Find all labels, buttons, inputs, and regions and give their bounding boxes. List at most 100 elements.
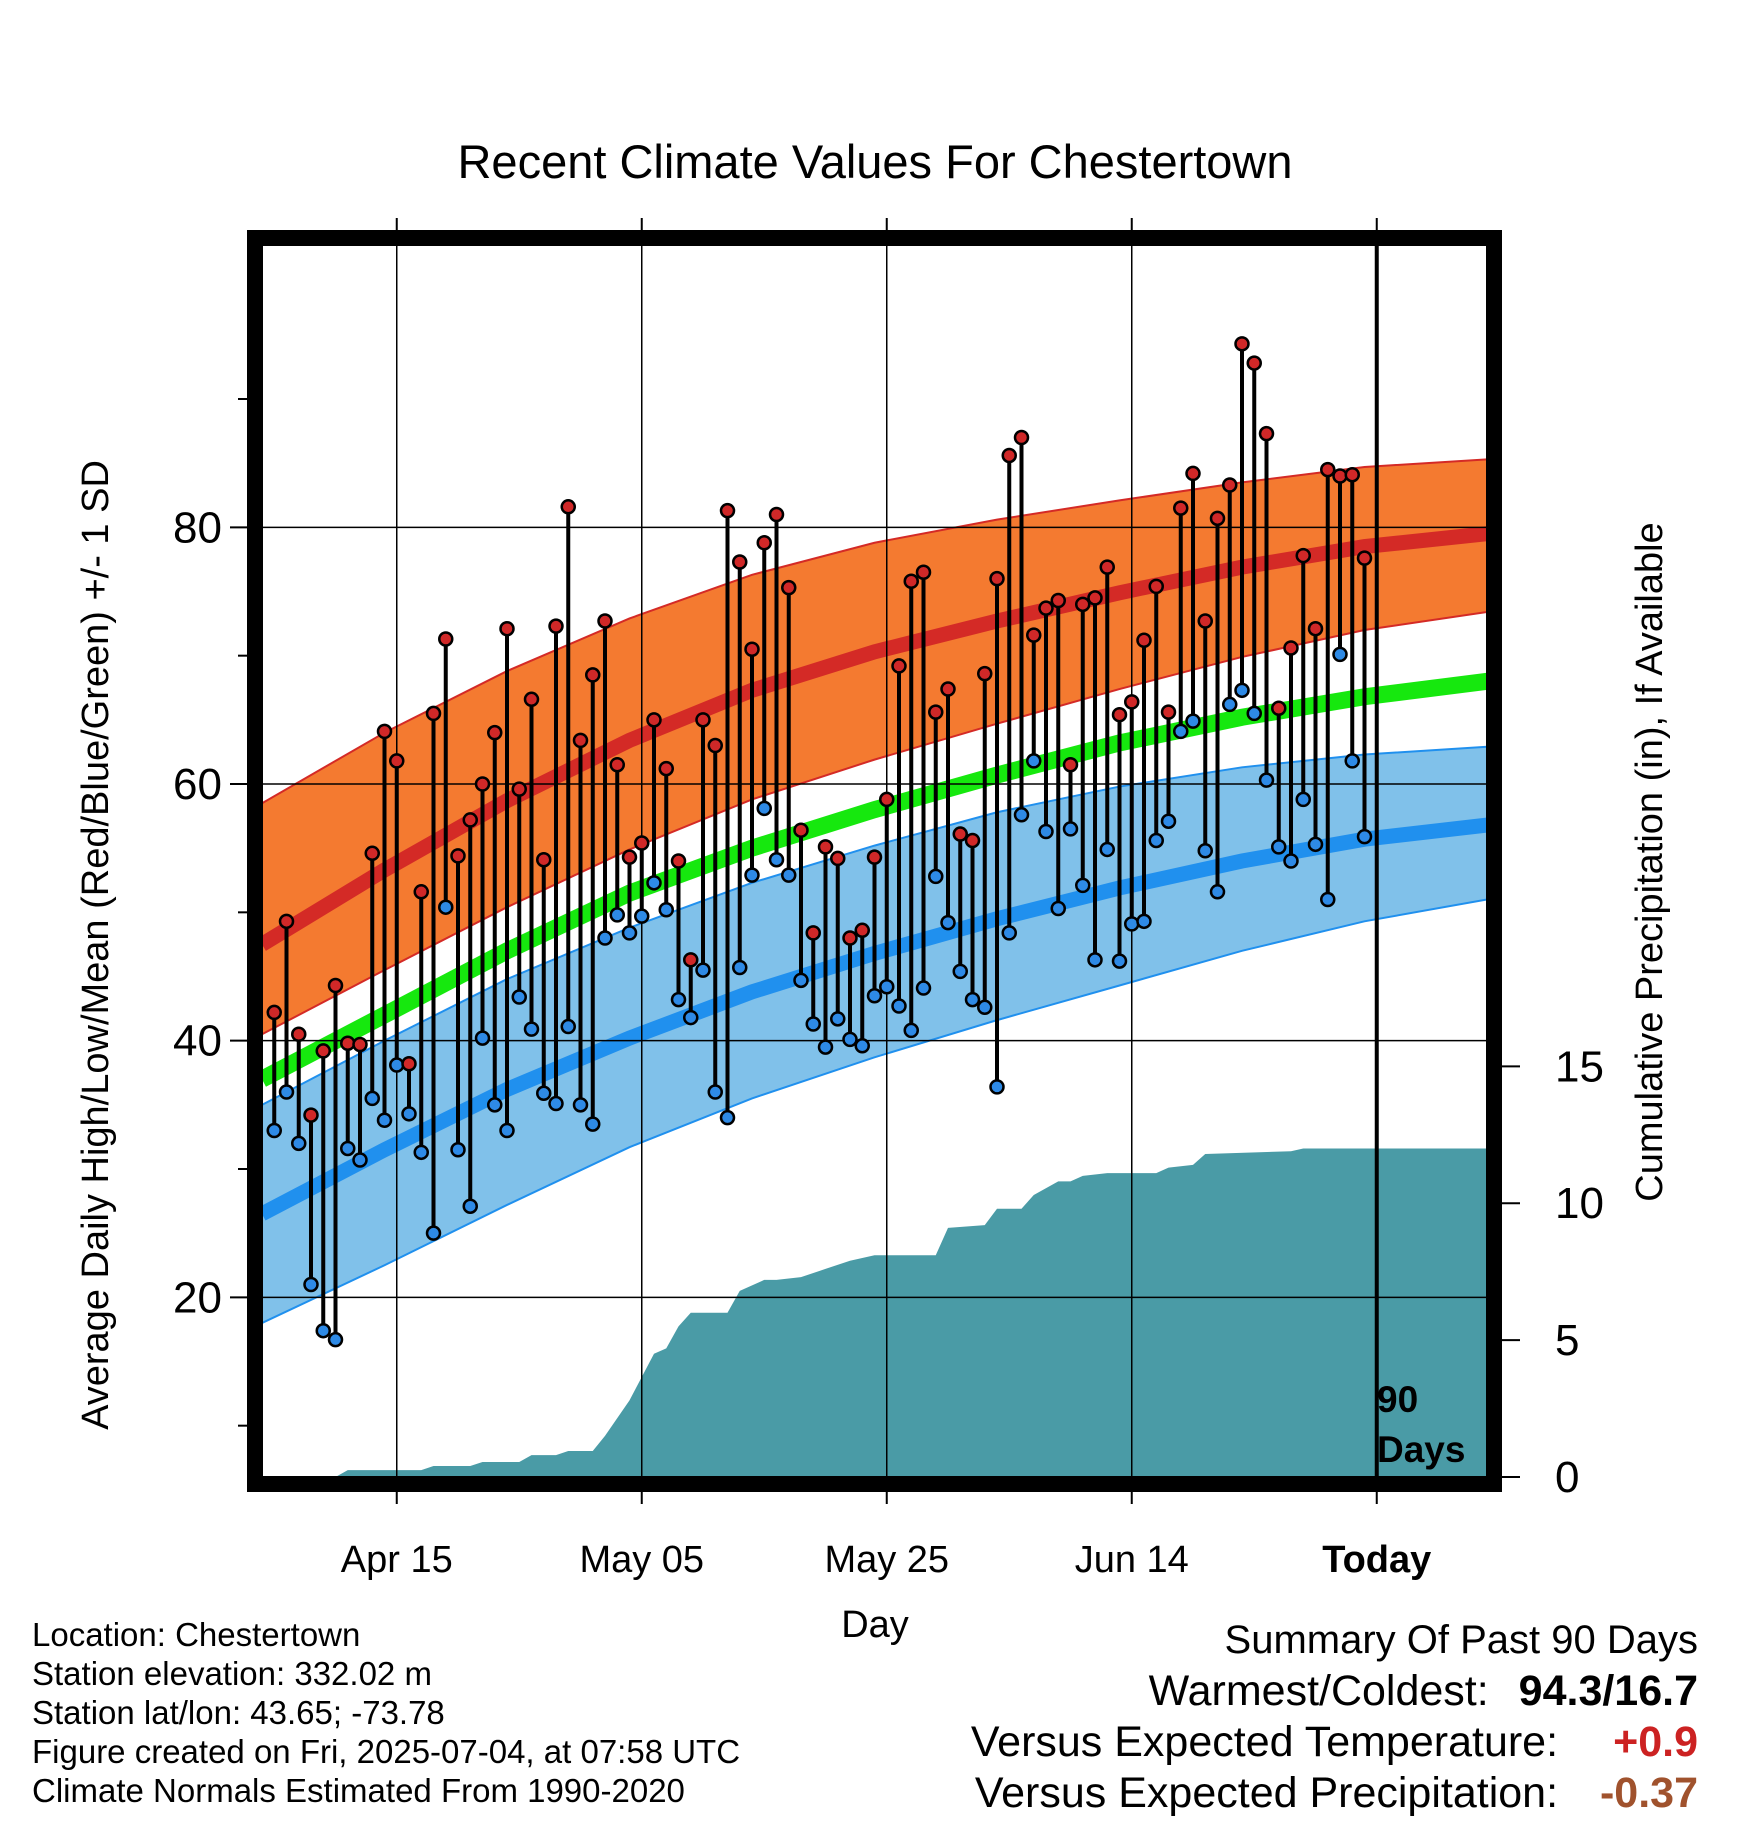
low-point <box>683 1009 699 1026</box>
high-point <box>744 641 760 657</box>
plot-frame <box>247 230 1502 1492</box>
high-point <box>1185 465 1201 482</box>
low-point <box>964 991 981 1008</box>
low-point <box>695 962 711 978</box>
low-point <box>1320 891 1336 908</box>
low-point <box>1197 842 1213 859</box>
axes: Apr 15 May 05 May 25 Jun 14 Today 20 40 60 80 0 5 1… <box>173 218 1604 1581</box>
high-point <box>1307 620 1324 637</box>
high-point <box>303 1107 319 1123</box>
low-point <box>499 1122 515 1139</box>
high-point <box>707 737 723 754</box>
high-point <box>805 925 821 941</box>
high-point <box>854 922 870 939</box>
high-point <box>658 760 674 777</box>
high-point <box>1099 559 1115 575</box>
low-point <box>732 959 748 976</box>
low-point <box>1295 791 1311 808</box>
low-point <box>989 1079 1005 1095</box>
y2-tick-label: 10 <box>1555 1179 1604 1228</box>
low-point <box>340 1140 356 1157</box>
high-point <box>1283 640 1299 656</box>
low-point <box>1050 900 1066 917</box>
elevation-text: Station elevation: 332.02 m <box>32 1655 432 1692</box>
high-point <box>487 724 503 741</box>
warmest-value: 94.3/16.7 <box>1518 1667 1698 1715</box>
low-point <box>756 800 772 817</box>
warmest-row: Warmest/Coldest: 94.3/16.7 <box>971 1666 1698 1717</box>
x-tick-label: May 25 <box>824 1539 949 1581</box>
high-point <box>621 849 638 865</box>
high-point <box>732 554 748 570</box>
low-point <box>597 930 613 946</box>
low-point <box>707 1084 723 1100</box>
location-text: Location: Chestertown <box>32 1616 361 1653</box>
low-point <box>1062 821 1079 837</box>
low-point <box>793 972 809 989</box>
high-point <box>352 1036 368 1053</box>
precipitation-area <box>262 1148 1487 1477</box>
temp-label: Versus Expected Temperature: <box>970 1718 1559 1766</box>
high-point <box>928 704 944 720</box>
low-point <box>903 1022 919 1039</box>
low-normal-band <box>262 745 1487 1325</box>
low-point <box>1222 696 1238 713</box>
high-point <box>1148 578 1164 595</box>
low-point <box>364 1090 380 1107</box>
low-point <box>977 999 993 1016</box>
high-point <box>1062 757 1079 773</box>
temp-value: +0.9 <box>1613 1718 1698 1766</box>
low-point <box>327 1331 344 1348</box>
high-point <box>1344 466 1360 483</box>
low-point <box>670 991 687 1008</box>
low-point <box>352 1152 368 1168</box>
low-point <box>1271 839 1287 855</box>
y2-tick-label: 15 <box>1555 1042 1604 1091</box>
low-point <box>438 899 454 915</box>
high-point <box>609 757 625 773</box>
high-point <box>1197 613 1213 629</box>
low-point <box>266 1122 282 1139</box>
high-point <box>989 570 1005 587</box>
high-point <box>1111 706 1128 723</box>
low-point <box>915 980 932 996</box>
low-point <box>1209 884 1226 900</box>
low-point <box>450 1142 466 1158</box>
low-point <box>1087 952 1103 968</box>
low-point <box>952 963 968 980</box>
low-point <box>413 1144 429 1161</box>
high-point <box>1295 547 1311 564</box>
low-point <box>474 1030 491 1046</box>
high-point <box>1013 429 1030 446</box>
high-point <box>548 618 564 634</box>
high-point <box>1209 510 1226 527</box>
today-label-days: Days <box>1377 1429 1465 1470</box>
high-point <box>523 691 540 708</box>
today-label-90: 90 <box>1377 1379 1418 1420</box>
high-point <box>536 851 552 868</box>
low-point <box>401 1106 417 1122</box>
high-point <box>1124 694 1140 710</box>
high-point <box>462 812 478 828</box>
low-point <box>1246 705 1262 722</box>
high-point <box>376 723 393 740</box>
low-point <box>389 1057 405 1073</box>
temp-row: Versus Expected Temperature: +0.9 <box>971 1717 1698 1768</box>
low-point <box>315 1322 331 1339</box>
high-point <box>1246 355 1262 371</box>
high-point <box>327 977 344 994</box>
high-point <box>1001 447 1017 464</box>
x-tick-label: Today <box>1322 1539 1431 1581</box>
low-point <box>621 925 638 941</box>
high-point <box>842 930 858 946</box>
high-point <box>977 665 993 682</box>
low-point <box>866 988 883 1004</box>
created-text: Figure created on Fri, 2025-07-04, at 07… <box>32 1733 741 1770</box>
low-point <box>1001 925 1017 941</box>
x-axis-label: Day <box>841 1604 909 1646</box>
low-point <box>1307 836 1324 853</box>
high-point <box>1136 632 1152 649</box>
low-point <box>1026 753 1042 769</box>
high-point <box>670 853 687 869</box>
